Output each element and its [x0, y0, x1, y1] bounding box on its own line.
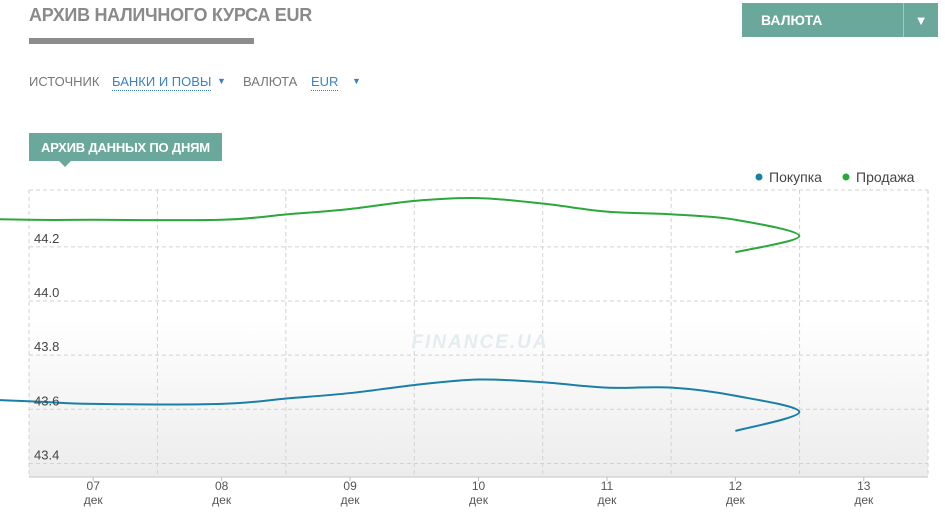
source-select[interactable]: БАНКИ И ПОВЫ [112, 74, 212, 91]
legend-marker-sell [842, 173, 850, 181]
currency-label: ВАЛЮТА [243, 74, 298, 89]
x-tick-month: дек [597, 493, 617, 507]
currency-dropdown-button[interactable]: ВАЛЮТА ▼ [742, 3, 938, 37]
source-dropdown-arrow-icon[interactable]: ▼ [217, 76, 226, 86]
page-title: АРХИВ НАЛИЧНОГО КУРСА EUR [29, 5, 312, 25]
y-tick-label: 43.4 [34, 447, 59, 462]
currency-select[interactable]: EUR [311, 74, 339, 91]
x-tick-month: дек [84, 493, 104, 507]
x-tick-day: 07 [87, 479, 101, 493]
archive-by-days-label: АРХИВ ДАННЫХ ПО ДНЯМ [29, 133, 222, 167]
currency-dropdown-arrow-icon[interactable]: ▼ [352, 76, 361, 86]
x-tick-day: 09 [343, 479, 357, 493]
currency-button-label: ВАЛЮТА [761, 12, 823, 28]
x-tick-month: дек [341, 493, 361, 507]
x-tick-month: дек [469, 493, 489, 507]
plot-area [29, 190, 928, 477]
y-tick-label: 43.6 [34, 393, 59, 408]
legend-label-sell: Продажа [856, 169, 915, 185]
series-line-sell [0, 197, 801, 254]
finance-ua-watermark: FINANCE.UA [411, 332, 548, 353]
y-tick-label: 44.2 [34, 231, 59, 246]
x-tick-day: 11 [601, 479, 614, 493]
legend-label-buy: Покупка [769, 169, 822, 185]
x-tick-day: 13 [857, 479, 871, 493]
title-underline [29, 38, 254, 44]
y-tick-label: 44.0 [34, 285, 59, 300]
x-tick-month: дек [726, 493, 746, 507]
currency-button-divider [903, 3, 904, 37]
x-tick-month: дек [854, 493, 874, 507]
x-tick-day: 10 [472, 479, 486, 493]
legend-marker-buy [755, 173, 763, 181]
y-tick-label: 43.8 [34, 339, 59, 354]
x-tick-day: 08 [215, 479, 229, 493]
x-tick-day: 12 [729, 479, 743, 493]
source-label: ИСТОЧНИК [29, 74, 100, 89]
chevron-down-icon[interactable]: ▼ [914, 12, 928, 28]
x-tick-month: дек [212, 493, 232, 507]
series-line-buy [0, 378, 801, 432]
